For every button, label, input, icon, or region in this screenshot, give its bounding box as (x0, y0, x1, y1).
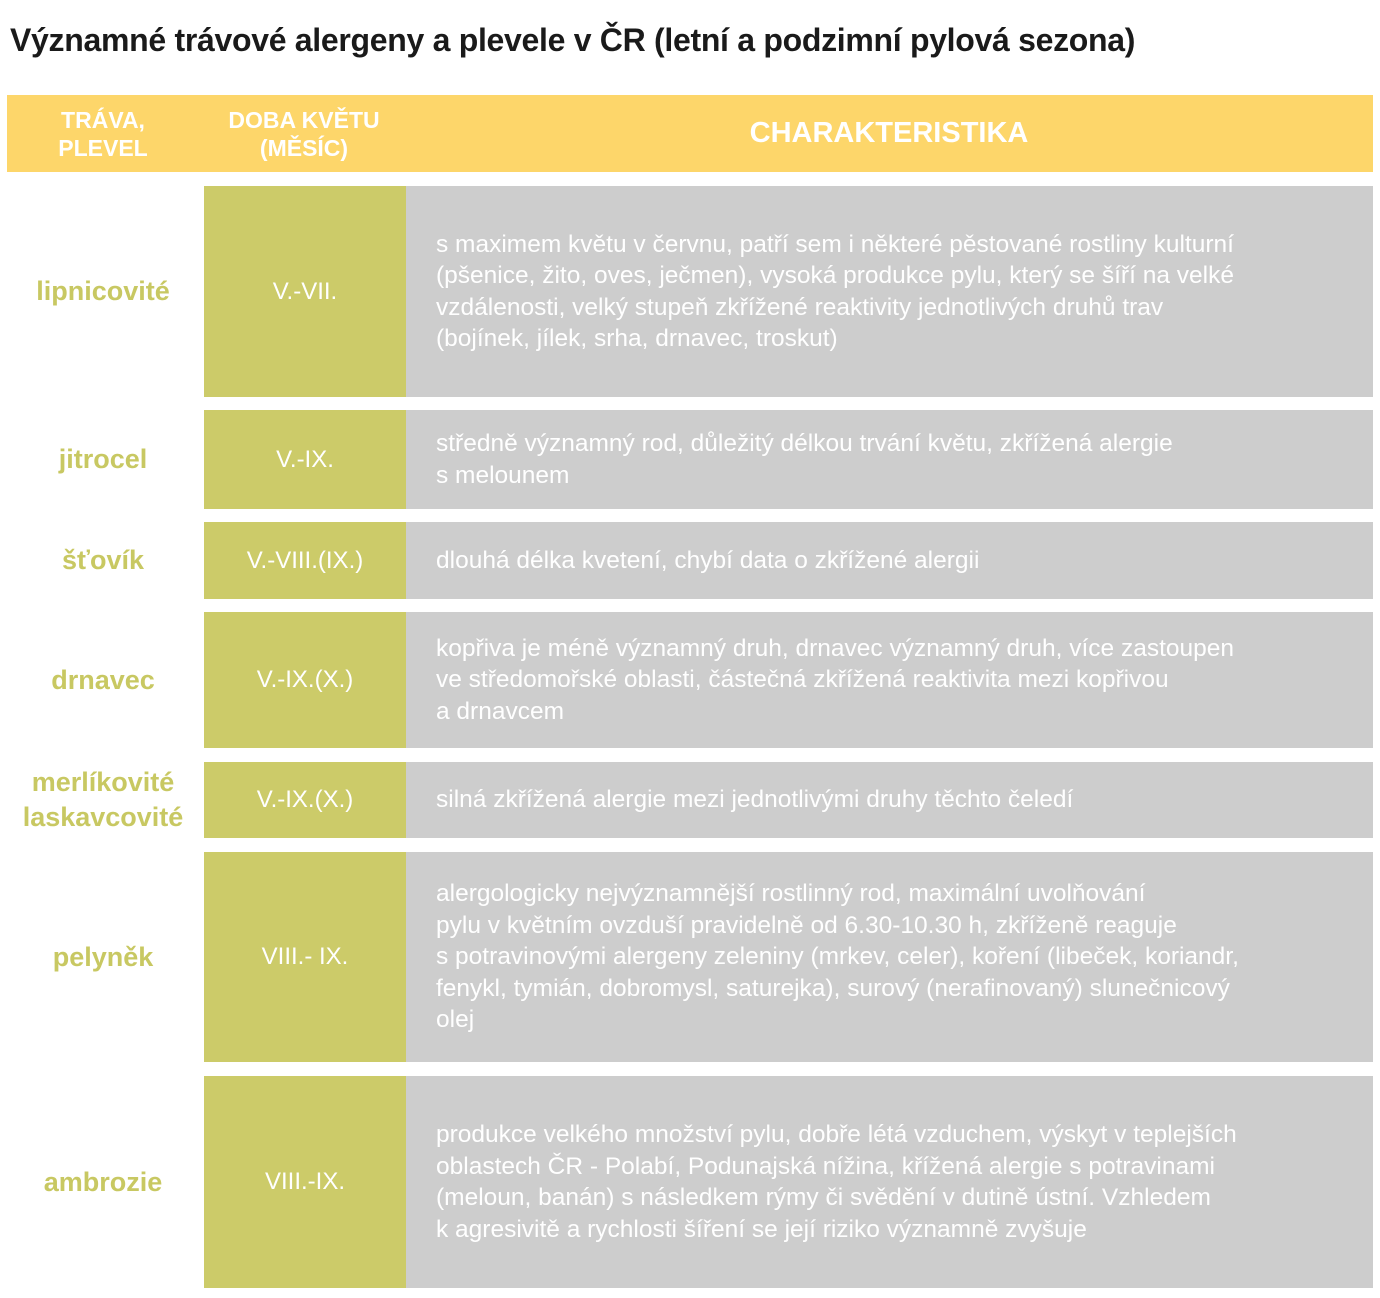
row-plant-name: pelyněk (52, 941, 154, 972)
header-plant: TRÁVA, PLEVEL (58, 106, 148, 161)
header-flowering-period: DOBA KVĚTU (MĚSÍC) (228, 106, 380, 161)
row-description: silná zkřížená alergie mezi jednotlivými… (406, 762, 1373, 838)
row-plant-name: jitrocel (58, 444, 148, 474)
row-description: dlouhá délka kvetení, chybí data o zkříž… (406, 522, 1373, 599)
row-flowering-period: VIII.-IX. (204, 1076, 406, 1288)
row-description: středně významný rod, důležitý délkou tr… (406, 410, 1373, 509)
row-flowering-period: V.-IX.(X.) (204, 612, 406, 748)
row-plant-name: šťovík (62, 545, 144, 575)
row-plant-name: ambrozie (43, 1166, 163, 1197)
table-header: TRÁVA, PLEVEL DOBA KVĚTU (MĚSÍC) CHARAKT… (7, 95, 1373, 172)
row-flowering-period: VIII.- IX. (204, 852, 406, 1062)
row-plant-name: lipnicovité (36, 276, 170, 306)
row-description: alergologicky nejvýznamnější rostlinný r… (406, 852, 1373, 1062)
page-title: Významné trávové alergeny a plevele v ČR… (10, 22, 1136, 58)
row-plant-name: drnavec (51, 664, 155, 695)
row-flowering-period: V.-VII. (204, 186, 406, 397)
row-description: produkce velkého množství pylu, dobře lé… (406, 1076, 1373, 1288)
row-plant-name: merlíkovité laskavcovité (22, 767, 184, 832)
row-description: kopřiva je méně významný druh, drnavec v… (406, 612, 1373, 748)
row-flowering-period: V.-VIII.(IX.) (204, 522, 406, 599)
row-description: s maximem květu v červnu, patří sem i ně… (406, 186, 1373, 397)
row-flowering-period: V.-IX. (204, 410, 406, 509)
header-characteristics: CHARAKTERISTIKA (749, 117, 1029, 149)
row-flowering-period: V.-IX.(X.) (204, 762, 406, 838)
